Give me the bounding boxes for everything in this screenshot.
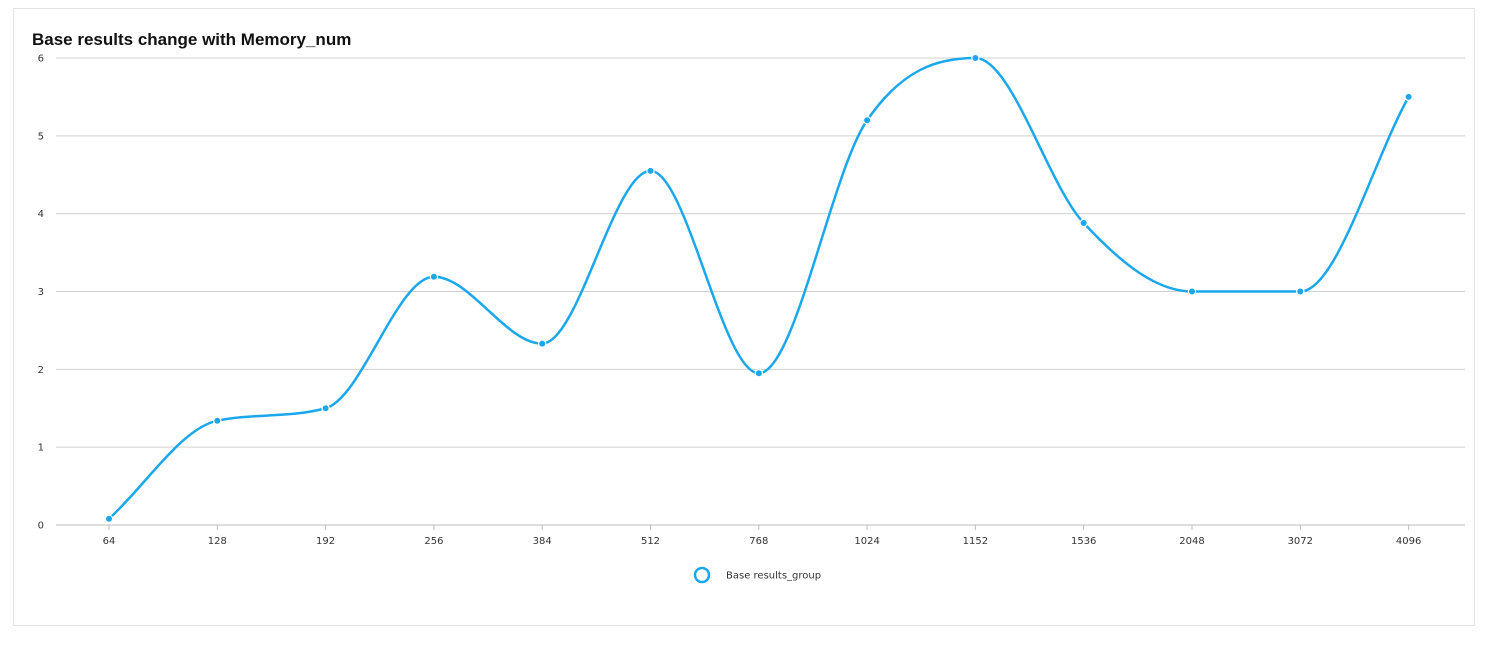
data-point[interactable] [429,272,439,281]
x-tick-label: 4096 [1396,536,1421,547]
x-tick-label: 192 [316,536,335,547]
data-point[interactable] [321,404,330,413]
data-point[interactable] [1404,92,1413,102]
y-tick-label: 3 [38,287,44,298]
y-tick-label: 1 [38,443,44,454]
data-point[interactable] [104,514,114,523]
data-point[interactable] [1079,218,1088,228]
data-point[interactable] [1187,287,1197,296]
data-point[interactable] [538,339,547,348]
data-point[interactable] [213,416,222,425]
y-tick-label: 4 [38,209,44,220]
x-tick-label: 128 [208,536,227,547]
data-point[interactable] [1296,287,1305,296]
x-tick-label: 512 [641,536,660,547]
y-tick-label: 6 [38,54,44,65]
y-tick-label: 5 [38,131,44,142]
y-tick-label: 0 [38,521,44,532]
data-point[interactable] [646,166,655,176]
data-point[interactable] [862,116,872,125]
x-tick-label: 1024 [854,536,879,547]
x-tick-label: 1536 [1071,536,1096,547]
x-tick-label: 2048 [1179,536,1204,547]
data-point[interactable] [971,53,980,63]
chart-card [13,8,1475,626]
x-tick-label: 256 [424,536,443,547]
x-tick-label: 64 [103,536,116,547]
legend-label[interactable]: Base results_group [726,571,821,582]
y-tick-label: 2 [38,365,44,376]
x-tick-label: 1152 [963,536,988,547]
x-tick-label: 768 [749,536,768,547]
x-tick-label: 384 [533,536,552,547]
data-point[interactable] [754,369,764,378]
chart-title: Base results change with Memory_num [32,30,352,49]
x-tick-label: 3072 [1288,536,1313,547]
series-line [107,56,1410,521]
legend-marker[interactable] [693,566,711,584]
